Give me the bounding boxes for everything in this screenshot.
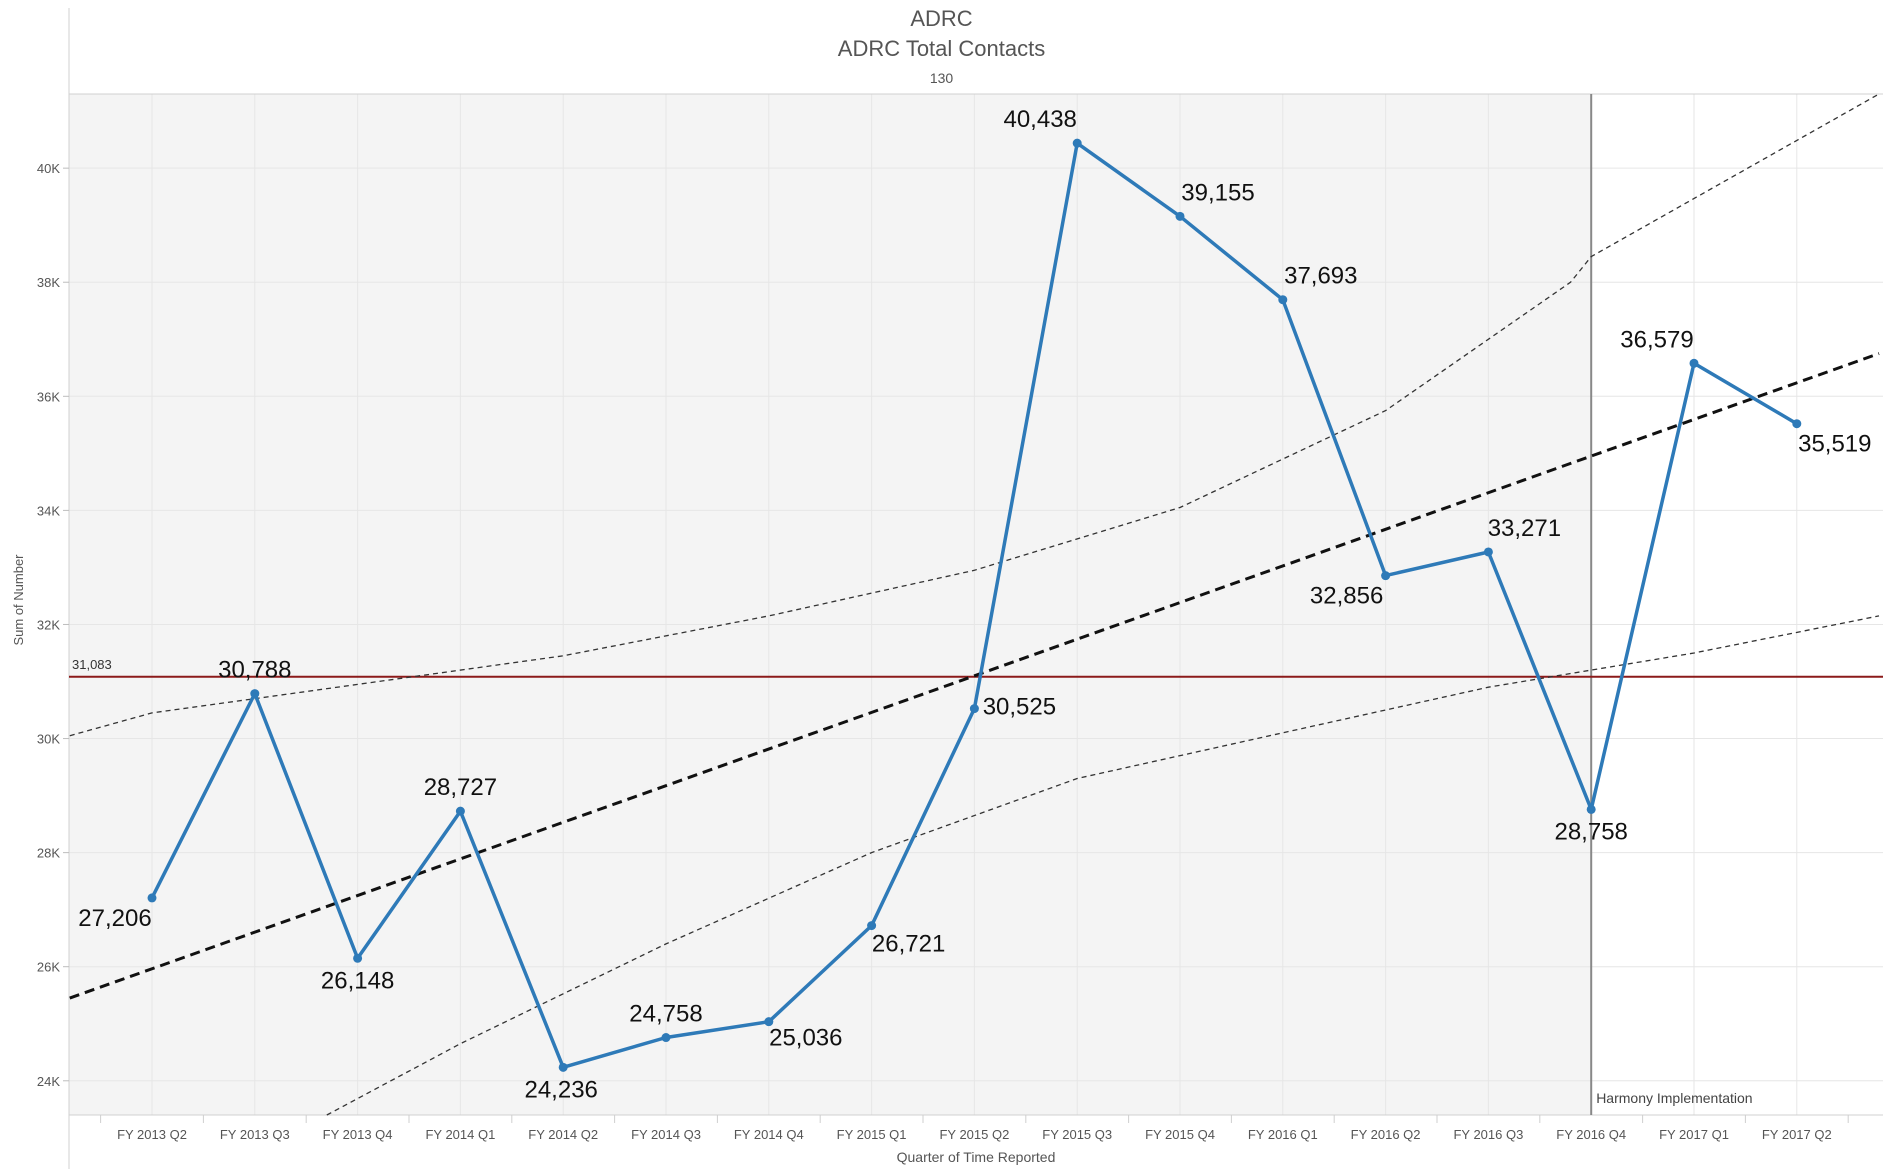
plot-background — [69, 94, 1592, 1115]
x-tick-label: FY 2014 Q1 — [425, 1127, 495, 1142]
data-label: 36,579 — [1620, 326, 1693, 353]
data-point — [558, 1062, 568, 1072]
data-label: 26,721 — [872, 931, 945, 958]
data-label: 27,206 — [78, 905, 151, 932]
data-point — [764, 1017, 774, 1027]
x-tick-label: FY 2015 Q4 — [1145, 1127, 1215, 1142]
x-tick-label: FY 2016 Q4 — [1556, 1127, 1626, 1142]
x-tick-label: FY 2016 Q2 — [1351, 1127, 1421, 1142]
axes: 24K 26K 28K 30K 32K 34K 36K 38K 40K FY 2013 Q2 FY … — [37, 8, 1883, 1169]
x-tick-label: FY 2013 Q4 — [323, 1127, 393, 1142]
data-point — [1381, 571, 1391, 581]
x-tick-label: FY 2015 Q1 — [837, 1127, 907, 1142]
reference-line-label: 31,083 — [72, 657, 112, 672]
data-label: 30,525 — [983, 694, 1056, 721]
y-tick-label: 36K — [37, 389, 60, 404]
confidence-band-upper — [69, 93, 1880, 737]
label-layer: 27,206 30,788 26,148 28,727 24,236 24,758 25,0… — [78, 106, 1871, 1103]
data-point — [661, 1033, 671, 1043]
chart-subtitle: ADRC Total Contacts — [837, 36, 1046, 61]
chart-note: 130 — [929, 70, 954, 86]
data-label: 28,758 — [1554, 818, 1627, 845]
data-point — [867, 921, 877, 931]
data-point — [1586, 804, 1596, 814]
data-label: 40,438 — [1003, 106, 1076, 133]
x-axis-title: Quarter of Time Reported — [897, 1149, 1056, 1165]
data-point — [1072, 138, 1082, 148]
x-tick-label: FY 2017 Q2 — [1762, 1127, 1832, 1142]
series-layer — [147, 138, 1802, 1072]
x-tick-label: FY 2016 Q3 — [1453, 1127, 1523, 1142]
data-label: 26,148 — [321, 967, 394, 994]
grid-lines — [69, 94, 1883, 1115]
x-tick-label: FY 2016 Q1 — [1248, 1127, 1318, 1142]
trend-line — [69, 352, 1880, 1000]
data-point — [969, 704, 979, 714]
data-point — [250, 689, 260, 699]
data-label: 30,788 — [218, 657, 291, 684]
trend-layer — [69, 93, 1880, 1116]
y-tick-label: 38K — [37, 275, 60, 290]
x-tick-label: FY 2014 Q4 — [734, 1127, 804, 1142]
data-label: 37,693 — [1284, 263, 1357, 290]
x-tick-label: FY 2013 Q2 — [117, 1127, 187, 1142]
data-point — [455, 806, 465, 816]
data-point — [1278, 295, 1288, 305]
data-label: 24,758 — [629, 1001, 702, 1028]
x-tick-label: FY 2015 Q3 — [1042, 1127, 1112, 1142]
x-tick-label: FY 2015 Q2 — [939, 1127, 1009, 1142]
data-point — [353, 953, 363, 963]
y-tick-label: 30K — [37, 732, 60, 747]
data-point — [1483, 547, 1493, 557]
y-tick-label: 32K — [37, 617, 60, 632]
harmony-annotation-label: Harmony Implementation — [1596, 1090, 1752, 1106]
confidence-band-lower — [326, 615, 1880, 1116]
data-point — [1689, 358, 1699, 368]
data-label: 24,236 — [524, 1076, 597, 1103]
y-tick-label: 34K — [37, 503, 60, 518]
y-tick-label: 28K — [37, 846, 60, 861]
x-tick-label: FY 2014 Q3 — [631, 1127, 701, 1142]
y-tick-label: 26K — [37, 960, 60, 975]
x-tick-label: FY 2014 Q2 — [528, 1127, 598, 1142]
data-label: 33,271 — [1488, 515, 1561, 542]
shaded-region — [69, 94, 1592, 1115]
chart-title: ADRC — [910, 6, 973, 31]
data-point — [1792, 419, 1802, 429]
data-label: 32,856 — [1310, 583, 1383, 610]
data-label: 25,036 — [769, 1025, 842, 1052]
data-point — [1175, 211, 1185, 221]
data-label: 28,727 — [424, 774, 497, 801]
data-label: 35,519 — [1798, 431, 1871, 458]
y-tick-label: 40K — [37, 161, 60, 176]
y-axis-title: Sum of Number — [11, 554, 26, 646]
data-label: 39,155 — [1181, 179, 1254, 206]
x-tick-label: FY 2017 Q1 — [1659, 1127, 1729, 1142]
y-tick-label: 24K — [37, 1074, 60, 1089]
data-point — [147, 893, 157, 903]
x-tick-label: FY 2013 Q3 — [220, 1127, 290, 1142]
